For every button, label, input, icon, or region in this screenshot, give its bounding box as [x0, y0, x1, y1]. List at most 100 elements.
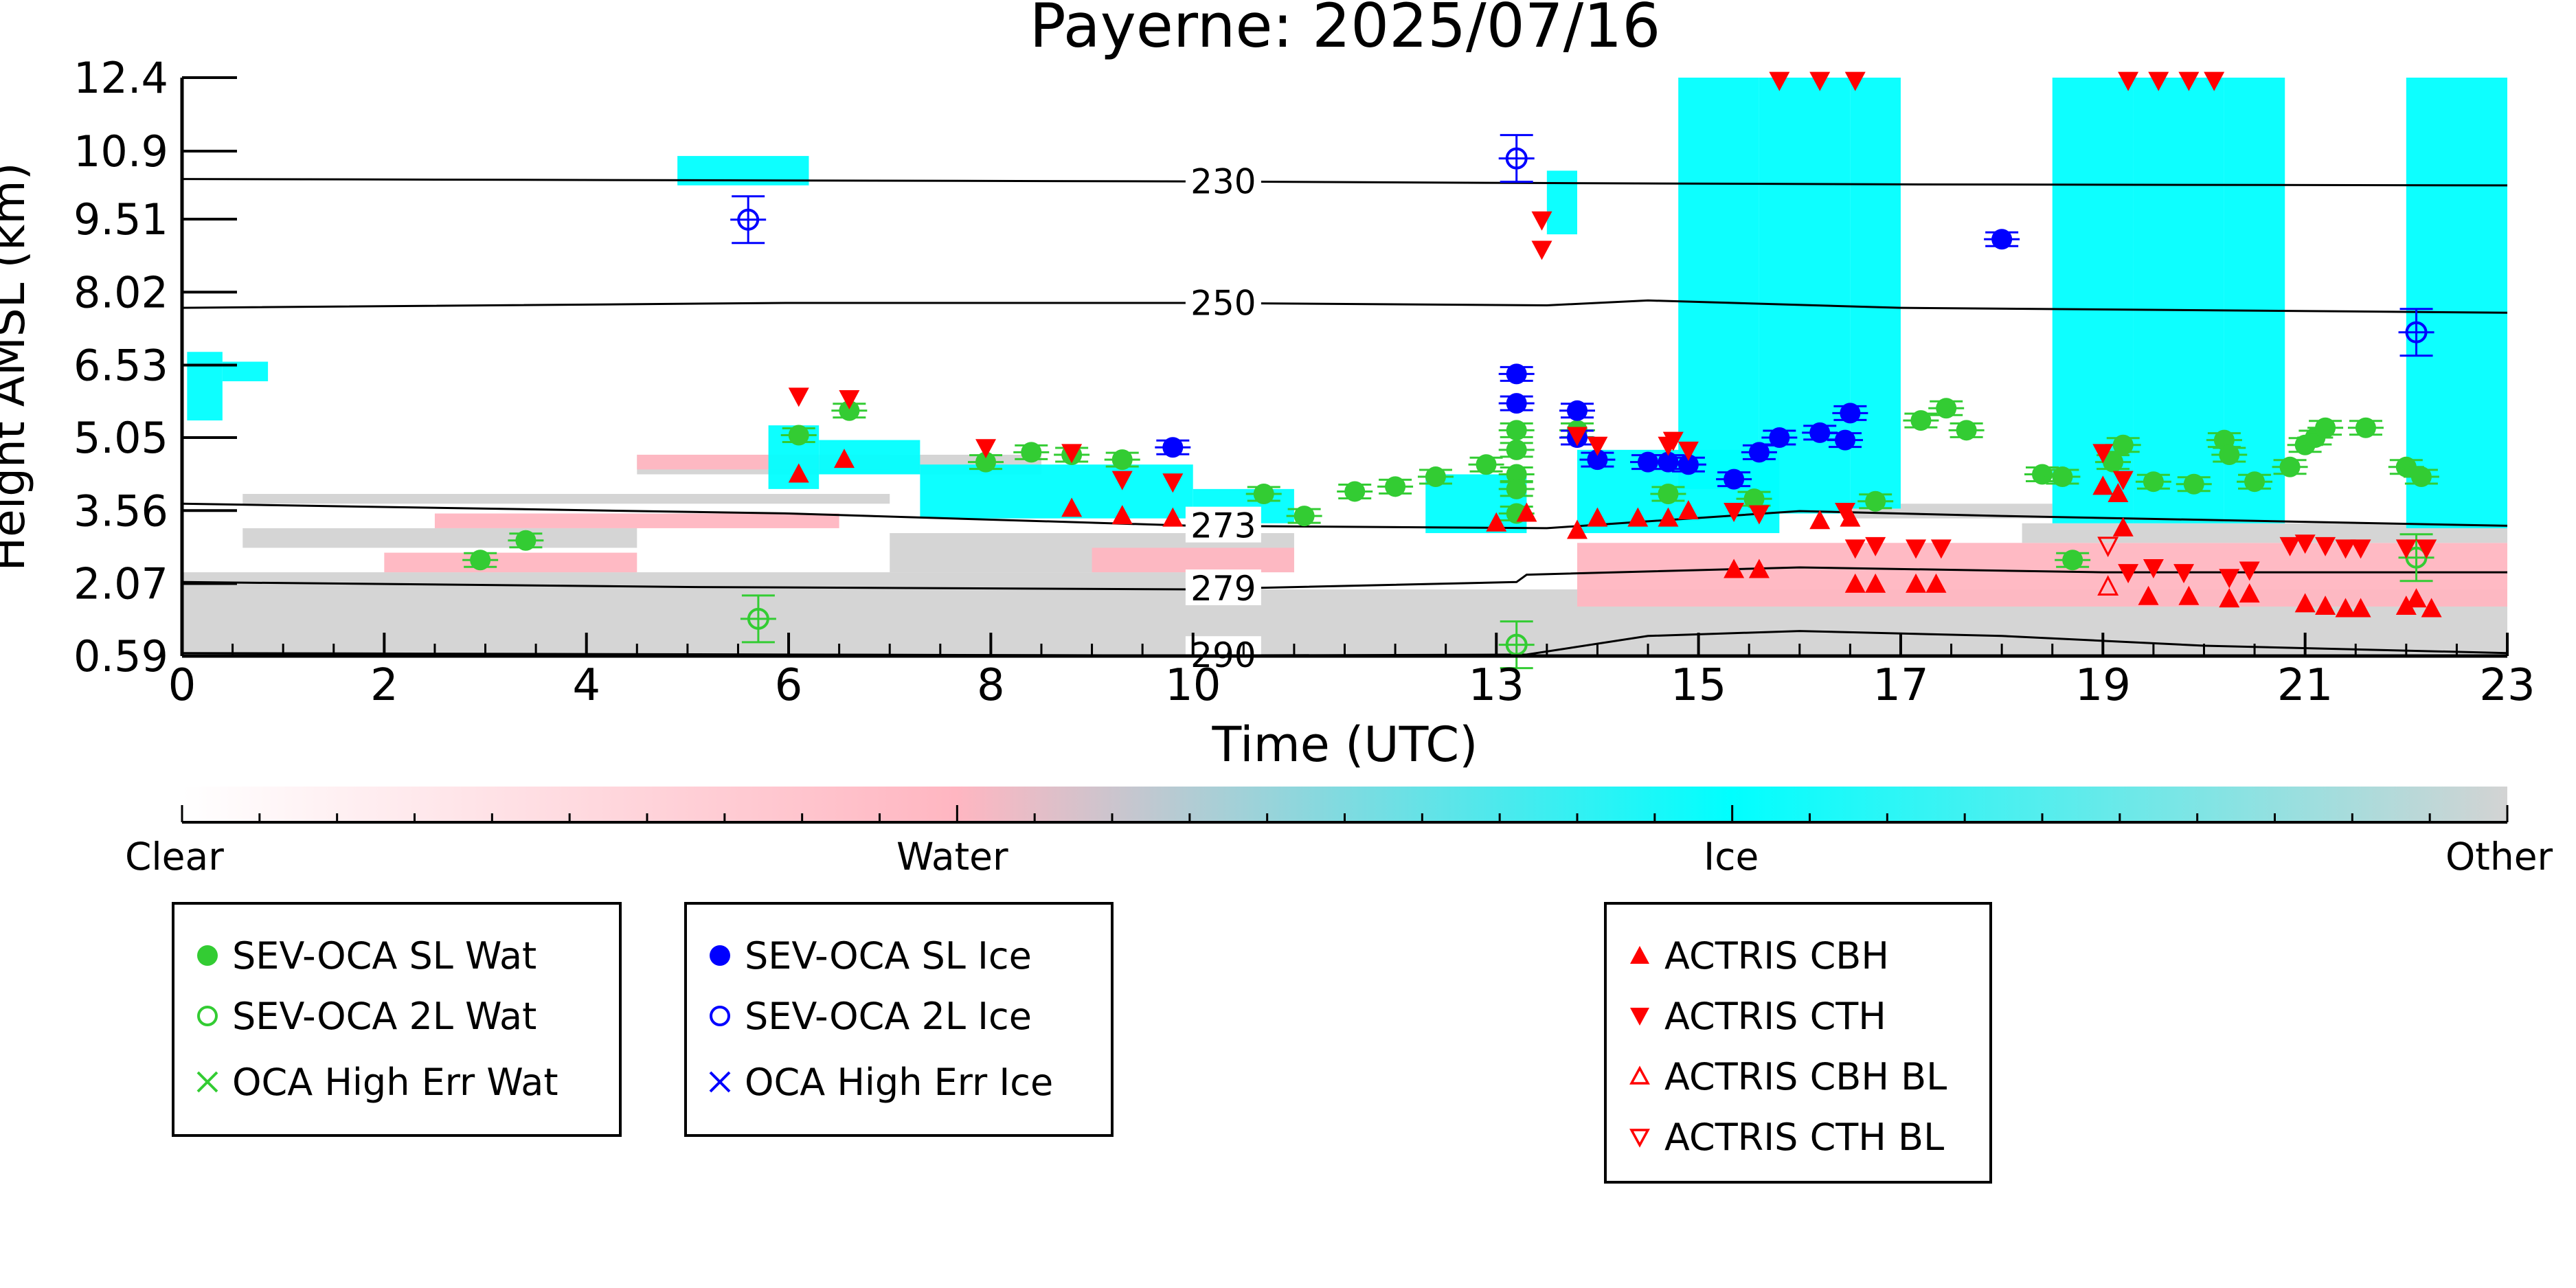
x-tick-label: 13	[1469, 660, 1524, 711]
y-tick-label: 6.53	[74, 341, 168, 391]
cloud-mask-region-ice	[2133, 78, 2224, 523]
cloud-mask-region-water	[434, 513, 839, 528]
cloud-mask-region-ice	[1850, 78, 1901, 509]
sev-oca-sl-wat-point	[2112, 434, 2134, 455]
cloud-mask-region-water	[1577, 543, 2507, 607]
circle-open-marker	[710, 1006, 730, 1026]
actris-cbh-point	[1162, 507, 1184, 527]
isotherm-label-bg	[1185, 636, 1261, 673]
actris-cth-point	[1061, 444, 1083, 464]
legend-label: ACTRIS CBH BL	[1664, 1054, 1947, 1098]
sev-oca-sl-ice-point	[1724, 468, 1745, 490]
x-tick-label: 21	[2277, 660, 2333, 711]
actris-cth-point	[2173, 564, 2195, 584]
actris-cth-point	[2143, 558, 2164, 578]
cloud-mask-region-ice	[1546, 170, 1577, 235]
legend-item: ACTRIS CTH BL	[1625, 1116, 1944, 1159]
isotherm-line	[181, 502, 2508, 530]
axes-layer: 0 2 4 6 8 10 13 15 17 19 21 23 0.59 2.07 3.56 5.05 6.53 8…	[74, 53, 2535, 711]
isotherm-label-bg	[1185, 162, 1261, 199]
sev-oca-sl-wat-point	[1506, 478, 1527, 499]
actris-cbh-point	[1111, 505, 1133, 525]
cloud-mask-region-ice	[1759, 78, 1851, 514]
actris-cbh-point	[1486, 512, 1507, 532]
colorbar-label-clear: Clear	[125, 835, 224, 879]
y-tick-label: 10.9	[74, 126, 168, 177]
actris-cth-point	[1677, 441, 1699, 461]
actris-cth-point	[1865, 536, 1886, 556]
sev-oca-sl-ice-point	[1809, 422, 1831, 443]
triangle-up-open-marker	[1629, 1065, 1650, 1085]
sev-oca-sl-ice-point	[1162, 437, 1184, 458]
legend-item: ACTRIS CBH	[1625, 934, 1889, 978]
x-axis-label: Time (UTC)	[1212, 716, 1478, 773]
legend-item: SEV-OCA SL Wat	[192, 934, 536, 978]
cloud-mask-region-ice	[2406, 78, 2507, 528]
legend-label: SEV-OCA 2L Wat	[232, 994, 537, 1038]
sev-oca-sl-ice-point	[1567, 400, 1588, 421]
sev-oca-sl-wat-point	[1111, 449, 1133, 471]
actris-cth-point	[2219, 569, 2240, 589]
sev-oca-sl-ice-point	[1991, 229, 2013, 250]
chart-title: Payerne: 2025/07/16	[1030, 0, 1661, 61]
actris-cth-point	[2350, 539, 2371, 559]
x-tick-label: 19	[2075, 660, 2131, 711]
sev-oca-sl-wat-point	[1743, 488, 1765, 510]
y-tick-label: 9.51	[74, 194, 168, 245]
colorbar-label-water: Water	[896, 835, 1008, 879]
colorbar-ticks	[181, 805, 2509, 822]
sev-oca-sl-wat-point	[839, 400, 860, 421]
sev-oca-sl-ice-point	[1769, 427, 1790, 449]
x-tick-label: 2	[370, 660, 398, 711]
actris-cth-point	[1748, 505, 1770, 525]
sev-oca-sl-ice-point	[1835, 429, 1856, 451]
legend-label: SEV-OCA SL Ice	[745, 934, 1032, 978]
sev-oca-sl-wat-point	[1658, 484, 1679, 505]
sev-oca-sl-wat-point	[2410, 466, 2432, 488]
cloud-mask-region-other	[242, 528, 637, 548]
sev-oca-sl-wat-point	[2219, 444, 2240, 465]
sev-oca-sl-wat-point	[2315, 417, 2336, 438]
legend-label: SEV-OCA 2L Ice	[745, 994, 1032, 1038]
actris-cth-point	[2239, 561, 2260, 581]
x-tick-label: 15	[1671, 660, 1726, 711]
sev-oca-sl-wat-point	[1506, 464, 1527, 485]
sev-oca-sl-wat-point	[2062, 550, 2083, 571]
sev-oca-sl-wat-point	[2244, 471, 2266, 493]
isotherm-label: 250	[1190, 283, 1256, 323]
isotherm-line	[181, 566, 2507, 591]
actris-cbh-point	[1748, 558, 1770, 578]
actris-cbh-point	[2112, 517, 2134, 536]
markers-layer	[462, 71, 2442, 670]
actris-cbh-point	[788, 463, 809, 483]
sev-oca-2l-ice-point	[737, 208, 760, 231]
x-marker	[709, 1071, 731, 1093]
sev-oca-sl-wat-point	[1936, 398, 1957, 419]
actris-cbh-point	[1567, 519, 1588, 539]
actris-cth-point	[1930, 539, 1952, 559]
x-tick-label: 0	[168, 660, 196, 711]
actris-cbh-point	[2239, 583, 2260, 603]
legend-label: OCA High Err Ice	[745, 1060, 1054, 1104]
legend-label: OCA High Err Wat	[232, 1060, 558, 1104]
y-tick-label: 2.07	[74, 558, 168, 609]
triangle-down-open-marker	[1629, 1129, 1650, 1148]
sev-oca-sl-wat-point	[1385, 476, 1406, 497]
actris-cbh-point	[2350, 598, 2371, 618]
sev-oca-sl-wat-point	[2183, 473, 2204, 495]
actris-cbh-point	[2335, 598, 2356, 618]
actris-cth-point	[1844, 539, 1866, 559]
actris-cth-point	[1769, 71, 1790, 91]
actris-cbh-point	[2108, 483, 2129, 503]
y-axis-label: Height AMSL (km)	[0, 163, 35, 572]
actris-cth-point	[2395, 539, 2417, 559]
legend-item: ACTRIS CBH BL	[1625, 1054, 1947, 1098]
sev-oca-sl-wat-point	[1253, 484, 1274, 505]
sev-oca-sl-wat-point	[788, 425, 809, 446]
sev-oca-sl-ice-point	[1587, 449, 1608, 471]
cloud-mask-region-ice	[1678, 78, 1759, 489]
sev-oca-sl-ice-point	[1506, 363, 1527, 385]
actris-cth-point	[788, 387, 809, 407]
isotherm-label-bg	[1185, 284, 1261, 320]
y-tick-label: 0.59	[74, 631, 168, 681]
